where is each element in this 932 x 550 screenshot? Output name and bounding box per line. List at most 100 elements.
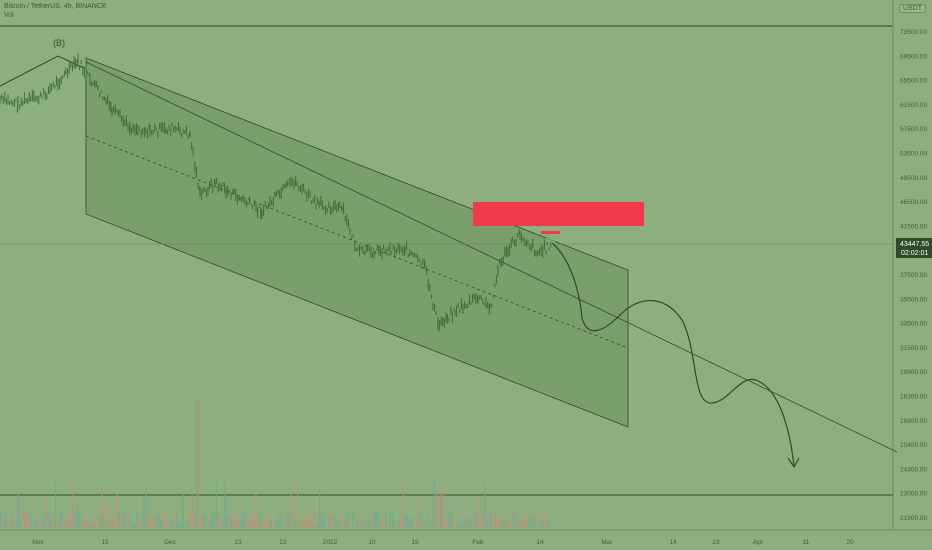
volume-bar	[468, 519, 470, 528]
volume-bar	[121, 515, 123, 528]
projection-arrowhead	[787, 457, 800, 469]
volume-bar	[264, 518, 266, 528]
volume-bar	[103, 515, 105, 528]
volume-indicator-label[interactable]: Vol	[4, 12, 14, 19]
volume-bar	[46, 497, 48, 528]
volume-bar	[138, 521, 140, 528]
volume-bar	[215, 481, 217, 528]
volume-bar	[26, 514, 28, 528]
volume-bar	[81, 523, 83, 528]
volume-bar	[334, 518, 336, 528]
volume-bar	[486, 521, 488, 528]
projection-path[interactable]	[551, 242, 795, 467]
volume-bar	[61, 512, 63, 528]
volume-bar	[420, 513, 422, 528]
volume-bar	[323, 519, 325, 528]
time-tick-label: Feb	[472, 539, 484, 546]
volume-bar	[35, 519, 37, 528]
volume-bar	[279, 510, 281, 528]
volume-bar	[266, 519, 268, 528]
volume-bar	[193, 514, 195, 528]
volume-bar	[85, 520, 88, 528]
volume-bar	[385, 512, 387, 528]
volume-bar	[330, 512, 332, 528]
volume-bar	[288, 513, 290, 528]
volume-bar	[239, 521, 242, 528]
volume-bar	[547, 517, 550, 528]
volume-bar	[57, 523, 59, 528]
volume-bar	[0, 510, 2, 528]
volume-bar	[132, 521, 134, 528]
resistance-zone[interactable]	[473, 202, 644, 226]
wave-label-b: (B)	[53, 38, 65, 48]
volume-bar	[83, 515, 85, 528]
currency-badge[interactable]: USDT	[898, 4, 926, 13]
volume-bar	[539, 523, 541, 528]
volume-bar	[415, 522, 418, 528]
volume-bar	[198, 400, 200, 528]
volume-bar	[156, 514, 158, 528]
channel-midline[interactable]	[85, 135, 629, 349]
volume-bar	[233, 517, 235, 528]
volume-bar	[68, 519, 70, 528]
volume-bar	[356, 520, 358, 528]
price-axis[interactable]: 73500.00 69500.00 65500.00 61500.00 57500.00…	[900, 29, 927, 522]
volume-bar	[107, 522, 110, 528]
volume-bar	[200, 519, 202, 528]
volume-bar	[532, 517, 534, 528]
price-tick-label: 65500.00	[900, 78, 927, 85]
volume-bar	[503, 521, 506, 528]
price-tick-label: 57500.00	[900, 126, 927, 133]
volume-bar	[409, 517, 411, 528]
volume-bar	[490, 511, 492, 528]
volume-bar	[459, 521, 462, 528]
volume-bar	[261, 523, 264, 528]
last-price-countdown: 02:02:01	[901, 250, 928, 257]
volume-bar	[33, 522, 35, 528]
volume-bar	[248, 514, 250, 528]
volume-bar	[184, 521, 187, 528]
price-tick-label: 28300.00	[900, 394, 927, 401]
volume-bar	[299, 513, 301, 528]
descending-channel[interactable]	[85, 57, 629, 428]
volume-bar	[250, 514, 253, 528]
volume-bar	[336, 519, 338, 528]
volume-bar	[404, 515, 407, 528]
trendline[interactable]	[85, 61, 898, 453]
volume-bar	[209, 522, 211, 528]
price-tick-label: 61500.00	[900, 102, 927, 109]
volume-bar	[242, 512, 244, 528]
volume-bar	[4, 516, 6, 528]
volume-bar	[94, 514, 96, 528]
time-axis[interactable]: Nov 15 Dec 13 22 2022 10 19 Feb 14 Mar 14 23 Apr 11 20	[32, 539, 854, 546]
volume-bar	[429, 521, 431, 528]
volume-bar	[510, 523, 512, 528]
volume-bar	[314, 511, 316, 528]
volume-bar	[55, 480, 57, 528]
volume-bar	[30, 519, 33, 528]
price-tick-label: 24300.00	[900, 466, 927, 473]
currency-label: USDT	[902, 5, 922, 12]
volume-bar	[418, 498, 420, 528]
volume-bar	[446, 522, 448, 528]
volume-bar	[77, 501, 79, 528]
volume-bar	[435, 491, 437, 528]
volume-bar	[11, 516, 13, 528]
volume-bar	[369, 519, 371, 528]
price-tick-label: 46500.00	[900, 199, 927, 206]
volume-bar	[316, 521, 319, 528]
price-tick-label: 35500.00	[900, 296, 927, 303]
volume-bar	[182, 494, 184, 528]
symbol-title[interactable]: Bitcoin / TetherUS, 4h, BINANCE	[4, 3, 107, 10]
volume-bar	[407, 515, 409, 528]
candles	[0, 53, 552, 331]
volume-bar	[187, 519, 189, 528]
volume-bar	[521, 519, 523, 528]
volume-bar	[382, 519, 385, 528]
small-red-marker[interactable]	[541, 231, 560, 234]
time-tick-label: 11	[803, 539, 810, 546]
time-tick-label: 10	[368, 539, 376, 546]
volume-bar	[484, 482, 486, 528]
